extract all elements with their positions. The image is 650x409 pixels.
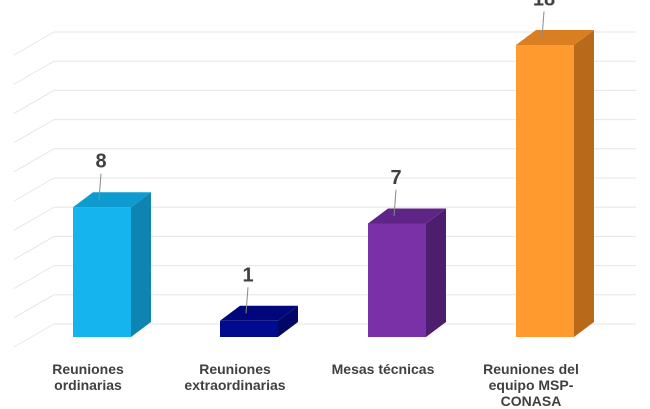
- leader-lines: [98, 11, 545, 314]
- bar-top: [73, 192, 151, 208]
- bar-side: [131, 192, 151, 337]
- bar-front: [220, 320, 278, 337]
- bar-front: [368, 223, 426, 337]
- gridline: [13, 177, 636, 202]
- bar: [368, 208, 446, 337]
- gridline: [13, 148, 636, 173]
- gridline: [13, 60, 636, 85]
- gridline: [13, 119, 636, 144]
- gridlines: [13, 31, 636, 348]
- bar-top: [220, 305, 298, 321]
- category-label: Mesas técnicas: [331, 361, 435, 377]
- data-label: 1: [242, 264, 253, 286]
- data-label: 8: [95, 151, 106, 173]
- category-label: Reuniones del equipo MSP- CONASA: [483, 361, 579, 409]
- bar-front: [516, 45, 574, 337]
- bar-side: [278, 305, 298, 337]
- bar: [220, 305, 298, 337]
- bars: [73, 30, 594, 337]
- bar-top: [368, 208, 446, 224]
- category-label: Reuniones extraordinarias: [184, 361, 286, 393]
- category-label: Reuniones ordinarias: [52, 361, 124, 393]
- bar-front: [73, 207, 131, 337]
- gridline: [13, 31, 636, 56]
- bar-side: [426, 208, 446, 337]
- leader-line: [98, 173, 102, 200]
- bar-side: [574, 30, 594, 337]
- bar: [516, 30, 594, 337]
- leader-line: [245, 287, 249, 314]
- leader-line: [541, 11, 545, 38]
- data-label: 18: [533, 0, 555, 11]
- gridline: [13, 206, 636, 231]
- gridline: [13, 89, 636, 114]
- bar-top: [516, 30, 594, 45]
- bar: [73, 192, 151, 337]
- data-labels: 8 1 7 18: [95, 0, 555, 286]
- leader-line: [393, 189, 397, 216]
- data-label: 7: [390, 167, 401, 189]
